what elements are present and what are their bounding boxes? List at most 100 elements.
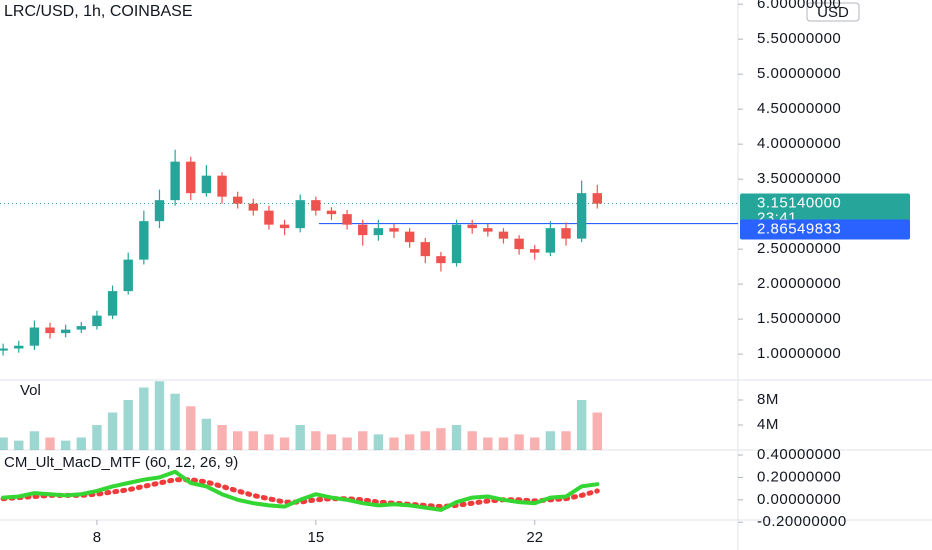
volume-bar — [201, 418, 212, 450]
volume-bar — [592, 412, 602, 450]
currency-box[interactable] — [806, 2, 860, 22]
volume-bar — [389, 437, 399, 450]
y-tick-label: -0.20000000 — [757, 513, 847, 530]
y-tick-label: 4.00000000 — [757, 135, 841, 152]
volume-bar — [186, 406, 196, 450]
x-tick-label: 8 — [93, 529, 101, 546]
volume-bar — [60, 440, 71, 450]
candle-body — [264, 210, 274, 225]
candle-body — [451, 224, 462, 264]
y-tick-label: 1.50000000 — [757, 310, 841, 327]
candle-body — [420, 242, 430, 257]
y-tick-label: 8M — [757, 391, 779, 408]
volume-bar — [420, 431, 430, 450]
y-tick-label: 0.20000000 — [757, 468, 841, 485]
y-tick-label: 2.50000000 — [757, 240, 841, 257]
candle-body — [217, 175, 227, 197]
candle-body — [123, 259, 133, 292]
candle-body — [76, 326, 86, 330]
volume-bar — [436, 428, 446, 450]
candle-body — [483, 228, 493, 232]
volume-bar — [29, 431, 40, 450]
x-tick-label: 22 — [526, 529, 543, 546]
volume-bar — [14, 440, 24, 450]
candle-body — [139, 221, 149, 260]
candle-body — [592, 193, 602, 204]
chart-title: LRC/USD, 1h, COINBASE — [4, 3, 193, 20]
volume-bar — [326, 434, 337, 450]
y-tick-label: 5.50000000 — [757, 30, 841, 47]
candle-body — [576, 193, 587, 239]
y-tick-label: 1.00000000 — [757, 345, 841, 362]
volume-bar — [311, 431, 321, 450]
volume-bar — [154, 381, 165, 450]
candle-body — [514, 238, 524, 250]
candle-body — [248, 203, 258, 211]
candle-body — [404, 231, 415, 243]
volume-bar — [92, 425, 102, 450]
candle-body — [498, 231, 509, 239]
volume-bar — [139, 387, 149, 450]
candle-body — [311, 200, 321, 211]
volume-bar — [248, 431, 258, 450]
y-tick-label: 6.00000000 — [757, 0, 841, 12]
volume-bar — [451, 425, 462, 450]
candle-body — [186, 161, 196, 194]
volume-bar — [279, 437, 290, 450]
volume-bar — [264, 434, 274, 450]
currency[interactable]: USD — [817, 4, 849, 21]
volume-bar — [358, 431, 368, 450]
y-tick-label: 4.50000000 — [757, 100, 841, 117]
volume-bar — [0, 437, 8, 450]
candle-body — [561, 228, 571, 239]
candle-body — [14, 345, 24, 349]
macd-title: CM_Ult_MacD_MTF (60, 12, 26, 9) — [4, 454, 238, 471]
volume-bar — [576, 400, 587, 450]
candle-body — [358, 224, 368, 236]
candle-body — [389, 228, 399, 232]
candle-body — [154, 200, 165, 222]
hline-label: 2.86549833 — [757, 221, 841, 238]
volume-bar — [514, 434, 524, 450]
volume-bar — [76, 437, 86, 450]
volume-bar — [45, 437, 55, 450]
candle-body — [45, 327, 55, 334]
candle-body — [545, 228, 556, 253]
volume-bar — [170, 393, 180, 450]
candle-body — [170, 161, 180, 201]
y-tick-label: 0.40000000 — [757, 446, 841, 463]
volume-bar — [295, 425, 305, 450]
volume-bar — [232, 431, 243, 450]
x-tick-label: 15 — [307, 529, 324, 546]
volume-bar — [530, 437, 540, 450]
volume-bar — [467, 431, 477, 450]
candle-body — [29, 327, 40, 346]
candle-body — [232, 196, 243, 204]
candle-body — [326, 210, 337, 215]
candle-body — [295, 200, 305, 229]
volume-bar — [498, 437, 509, 450]
last-price-label: 3.15140000 — [757, 195, 841, 212]
volume-bar — [483, 437, 493, 450]
candle-body — [279, 224, 290, 229]
y-tick-label: 5.00000000 — [757, 65, 841, 82]
candle-body — [467, 224, 477, 229]
candle-body — [530, 249, 540, 253]
volume-bar — [561, 431, 571, 450]
y-tick-label: 0.00000000 — [757, 491, 841, 508]
volume-bar — [217, 425, 227, 450]
volume-title: Vol — [20, 382, 41, 399]
candle-body — [107, 291, 118, 316]
candle-body — [373, 228, 384, 236]
y-tick-label: 3.50000000 — [757, 170, 841, 187]
candle-body — [342, 214, 352, 225]
candle-body — [60, 329, 71, 334]
candle-body — [436, 256, 446, 264]
y-tick-label: 4M — [757, 416, 779, 433]
volume-bar — [404, 434, 415, 450]
volume-bar — [373, 434, 384, 450]
candle-body — [201, 175, 212, 194]
hline-label-box — [740, 219, 910, 240]
candle-body — [0, 348, 8, 351]
